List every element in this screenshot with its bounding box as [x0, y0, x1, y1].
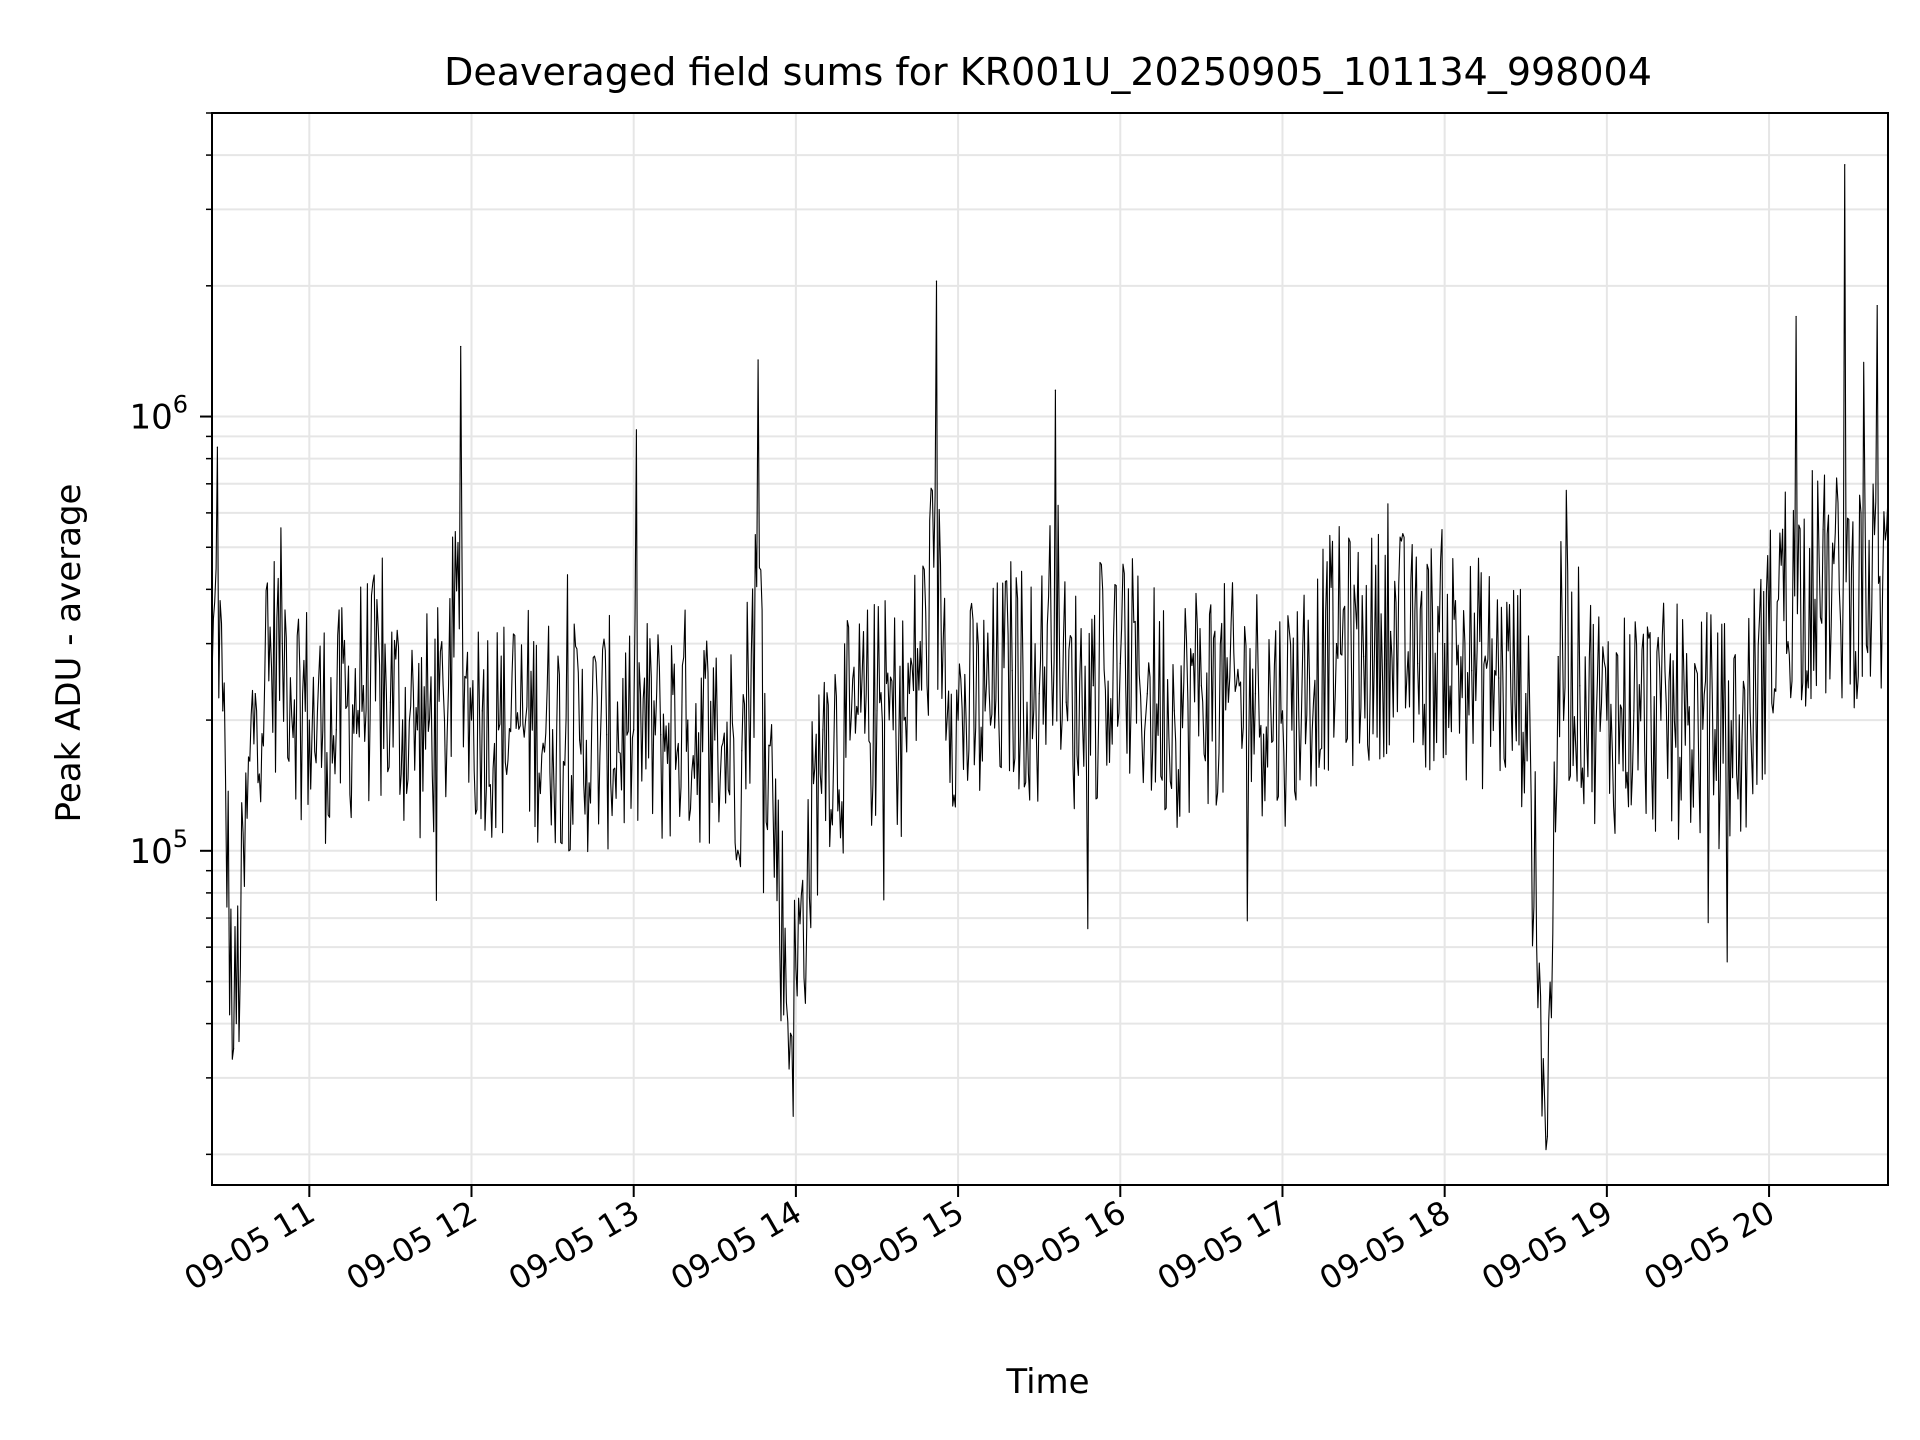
data-point [1795, 315, 1797, 318]
data-point [1687, 724, 1689, 726]
data-point [757, 359, 759, 361]
data-point [1335, 643, 1338, 645]
data-point [1362, 656, 1365, 658]
series-layer [211, 164, 1889, 1151]
data-point [1844, 164, 1846, 166]
data-point [1811, 470, 1813, 472]
x-tick-label: 09-05 12 [340, 1193, 484, 1298]
data-point [1579, 685, 1581, 687]
data-point [984, 710, 986, 712]
data-point [789, 1032, 792, 1034]
data-point [1146, 693, 1148, 695]
data-point [1498, 677, 1500, 679]
data-point [216, 446, 219, 448]
data-point [1417, 662, 1419, 665]
data-point [1741, 739, 1743, 741]
data-point [579, 739, 581, 741]
data-point [822, 729, 824, 731]
data-point [1860, 512, 1862, 514]
data-point [1768, 643, 1770, 645]
data-point [1471, 669, 1473, 672]
data-point [1781, 528, 1784, 530]
data-point [1557, 656, 1559, 658]
data-point [254, 693, 256, 695]
data-point [552, 729, 554, 731]
plot-frame [211, 112, 1889, 1186]
data-point [1444, 643, 1446, 645]
data-point [1092, 685, 1094, 687]
data-point [1714, 729, 1716, 731]
data-point [389, 701, 392, 703]
data-point [222, 710, 224, 712]
data-point [660, 734, 662, 736]
data-point [281, 643, 283, 645]
y-tick-label: 106 [129, 391, 188, 438]
data-point [957, 719, 959, 721]
data-point [362, 685, 364, 687]
x-tick-label: 09-05 14 [664, 1193, 808, 1298]
x-tick-label: 09-05 16 [989, 1193, 1133, 1298]
data-point [714, 739, 716, 741]
y-tick-label: 105 [129, 825, 188, 872]
grid [212, 112, 1888, 1185]
data-point [481, 710, 483, 712]
chart-title: Deaveraged field sums for KR001U_2025090… [444, 50, 1652, 94]
x-tick-label: 09-05 20 [1637, 1193, 1781, 1298]
x-tick-label: 09-05 11 [178, 1193, 322, 1298]
data-point [233, 1048, 235, 1050]
data-point [687, 719, 689, 721]
series-line [211, 164, 1889, 1151]
data-point [1173, 710, 1175, 712]
data-point [741, 750, 743, 752]
x-tick-label: 09-05 13 [502, 1193, 646, 1298]
data-point [1308, 677, 1311, 679]
data-point [876, 710, 878, 712]
x-tick-label: 09-05 18 [1313, 1193, 1457, 1298]
data-point [606, 734, 608, 736]
data-point [1038, 693, 1040, 695]
data-point [1200, 685, 1202, 687]
data-point [497, 729, 500, 731]
data-point [1822, 528, 1824, 530]
data-point [768, 744, 770, 746]
ticks: 09-05 11 09-05 12 09-05 13 09-05 14 09-05 15… [129, 112, 1781, 1298]
data-point [416, 729, 419, 731]
data-point [1227, 701, 1230, 703]
data-point [465, 677, 467, 679]
data-point [1876, 305, 1878, 307]
data-point [470, 719, 473, 721]
x-tick-label: 09-05 15 [826, 1193, 970, 1298]
data-point [524, 719, 527, 721]
x-tick-label: 09-05 17 [1151, 1193, 1295, 1298]
data-point [935, 280, 938, 282]
data-point [1254, 693, 1257, 695]
y-axis-label: Peak ADU - average [49, 484, 89, 823]
data-point [1633, 710, 1635, 712]
data-point [1054, 389, 1057, 391]
data-point [1119, 662, 1121, 665]
data-point [1011, 669, 1013, 672]
data-point [308, 719, 310, 721]
x-axis-label: Time [1005, 1362, 1089, 1402]
data-point [903, 719, 905, 721]
data-point [1065, 701, 1067, 703]
data-point [1660, 719, 1662, 721]
data-point [1606, 719, 1608, 721]
data-point [460, 345, 462, 348]
axes [211, 112, 1889, 1186]
data-point [1546, 1135, 1548, 1137]
data-point [633, 729, 635, 731]
data-point [1390, 630, 1392, 633]
x-tick-label: 09-05 19 [1475, 1193, 1619, 1298]
data-point [335, 729, 337, 731]
data-point [1525, 693, 1527, 695]
data-point [849, 739, 851, 741]
data-point [443, 719, 446, 721]
data-point [1281, 710, 1284, 712]
